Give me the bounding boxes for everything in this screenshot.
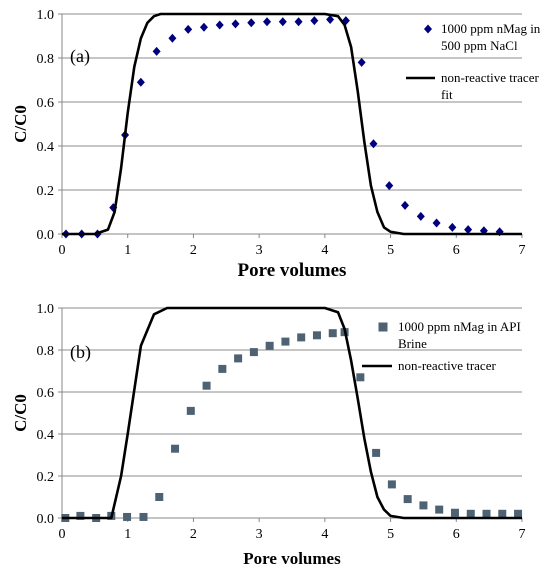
data-point-square [171,444,180,453]
data-point-square [155,493,164,501]
x-tick-label: 4 [321,527,328,542]
data-point-square [466,509,475,518]
y-tick-label: 0.0 [37,228,55,243]
data-point-diamond [152,46,161,56]
y-tick-label: 1.0 [37,302,55,317]
data-point-square [123,512,132,521]
x-tick-label: 1 [124,243,131,258]
data-point-diamond [464,225,473,235]
series-line-tracer [62,306,522,520]
x-tick-label: 0 [59,527,66,542]
x-tick-label: 5 [387,243,394,258]
data-point-square [514,509,523,518]
y-axis-label: C/C0 [11,394,30,432]
data-point-square [218,364,227,373]
panel-label: (a) [70,46,90,67]
y-axis-label: C/C0 [11,105,30,143]
data-point-square [356,373,365,382]
data-point-diamond [401,200,410,210]
data-point-square [234,354,243,363]
data-point-diamond [168,33,177,43]
legend-label: 1000 ppm nMag in 500 ppm NaCl [441,21,541,53]
data-point-diamond [310,16,319,26]
y-tick-label: 0.8 [37,344,55,359]
panel-label: (b) [70,342,91,363]
x-tick-label: 3 [256,243,263,258]
data-point-square [249,348,258,357]
data-point-diamond [247,18,256,28]
x-tick-label: 2 [190,527,197,542]
data-point-diamond [357,57,366,67]
data-point-diamond [369,139,378,149]
y-tick-label: 1.0 [37,8,55,23]
legend-label: non-reactive tracer [398,358,496,373]
x-tick-label: 4 [321,243,328,258]
y-tick-label: 0.4 [37,140,55,155]
x-tick-label: 3 [256,527,263,542]
data-point-square [76,511,85,520]
data-point-square [419,501,428,510]
x-tick-label: 7 [519,527,526,542]
data-point-diamond [385,181,394,191]
y-tick-label: 0.2 [37,184,55,199]
y-tick-label: 0.0 [37,512,55,527]
data-point-square [498,509,507,518]
x-tick-label: 1 [124,527,131,542]
x-tick-label: 2 [190,243,197,258]
data-point-square [202,381,211,390]
data-point-square [403,495,412,504]
data-point-diamond [416,211,425,221]
x-axis-label: Pore volumes [238,260,347,281]
y-tick-label: 0.2 [37,470,55,485]
data-point-square [435,505,444,514]
data-point-diamond [199,22,208,32]
x-tick-label: 5 [387,527,394,542]
x-tick-label: 0 [59,243,66,258]
data-point-square [281,337,290,346]
data-point-square [482,509,491,518]
chart-panel-a: 0.0 0.2 0.4 0.6 0.8 1.0 0 1 2 3 4 5 6 7 Pore volumes C/… [11,8,541,281]
data-point-square [186,406,195,415]
y-tick-label: 0.4 [37,428,55,443]
y-tick-label: 0.6 [37,96,55,111]
data-point-square [297,333,306,342]
data-point-diamond [448,222,457,232]
x-tick-label: 6 [453,527,460,542]
data-point-diamond [231,19,240,29]
data-point-diamond [215,20,224,30]
data-point-square [265,341,274,350]
data-point-diamond [326,15,335,24]
data-point-square [328,329,337,338]
series-line-tracer [62,12,522,236]
data-point-square [139,512,148,521]
data-point-square [387,480,396,489]
legend-label: non-reactive tracer fit [441,70,539,102]
x-axis-label: Pore volumes [243,549,341,568]
legend-label: 1000 ppm nMag in API Brine [398,319,521,351]
data-point-diamond [278,17,287,27]
data-point-diamond [432,218,441,228]
legend-swatch-square [378,322,388,332]
data-point-diamond [294,17,303,27]
data-point-diamond [263,17,272,27]
x-tick-label: 6 [453,243,460,258]
x-tick-label: 7 [519,243,526,258]
data-point-diamond [184,24,193,34]
data-point-square [312,331,321,340]
data-point-square [450,508,459,517]
y-tick-label: 0.8 [37,52,55,67]
y-tick-label: 0.6 [37,386,55,401]
chart-panel-b: 0.0 0.2 0.4 0.6 0.8 1.0 0 1 2 3 4 5 6 7 Pore volumes C/… [11,302,526,568]
data-point-square [372,448,381,457]
data-point-diamond [136,77,145,87]
legend-swatch-diamond [424,24,432,34]
